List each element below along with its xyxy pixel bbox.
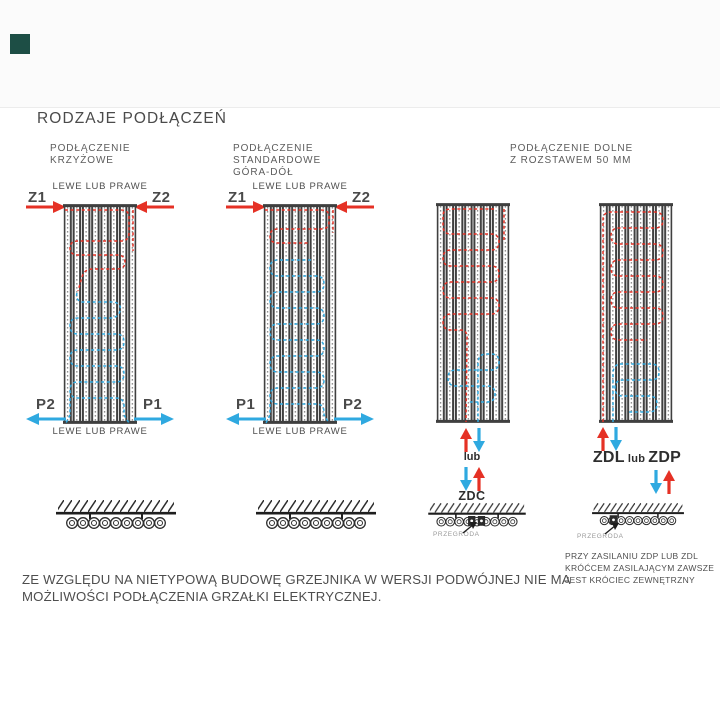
footer-note-line: ZE WZGLĘDU NA NIETYPOWĄ BUDOWĘ GRZEJNIKA… bbox=[22, 572, 571, 587]
supply-arrow-left-icon bbox=[334, 200, 374, 214]
radiator-diagram-standardowe bbox=[263, 204, 337, 424]
flow-down-arrow-blue-icon bbox=[649, 470, 663, 494]
port-label-z1-d2: Z1 bbox=[228, 189, 247, 206]
supply-arrow-right-icon bbox=[26, 200, 66, 214]
section-label-line: KRZYŻOWE bbox=[50, 155, 114, 166]
port-label-p2-d1: P2 bbox=[36, 396, 56, 413]
top-note-d1: LEWE LUB PRAWE bbox=[52, 181, 148, 192]
footer-note-line: MOŻLIWOŚCI PODŁĄCZENIA GRZAŁKI ELEKTRYCZ… bbox=[22, 588, 382, 604]
section-label-krzyzowe: PODŁĄCZENIE KRZYŻOWE bbox=[50, 143, 130, 167]
page-title: RODZAJE PODŁĄCZEŃ bbox=[37, 110, 228, 127]
flow-down-arrow-blue-icon bbox=[609, 427, 623, 451]
supply-arrow-right-icon bbox=[226, 200, 266, 214]
flow-up-arrow-red-icon bbox=[472, 467, 486, 491]
radiator-diagram-zdl-zdp bbox=[599, 203, 673, 423]
section-label-dolne: PODŁĄCZENIE DOLNE Z ROZSTAWEM 50 MM bbox=[510, 143, 633, 167]
radiator-diagram-dolne-zdc bbox=[436, 203, 510, 423]
top-note-d2: LEWE LUB PRAWE bbox=[252, 181, 348, 192]
flow-down-arrow-blue-icon bbox=[472, 428, 486, 452]
radiator-diagram-krzyzowe bbox=[63, 204, 137, 424]
bottom-note-d2: LEWE LUB PRAWE bbox=[252, 426, 348, 437]
section-label-line: STANDARDOWE bbox=[233, 155, 322, 166]
flow-up-arrow-red-icon bbox=[459, 428, 473, 452]
or-word-d4: lub bbox=[627, 453, 646, 465]
port-label-p1-d2: P1 bbox=[236, 396, 256, 413]
partition-label-d4: PRZEGRODA bbox=[577, 533, 624, 540]
zdl-zdp-note-line: KRÓĆCEM ZASILAJĄCYM ZAWSZE bbox=[565, 563, 715, 573]
port-label-p2-d2: P2 bbox=[343, 396, 363, 413]
port-label-z1-d1: Z1 bbox=[28, 189, 47, 206]
connection-zdp: ZDP bbox=[648, 449, 682, 466]
bottom-note-d1: LEWE LUB PRAWE bbox=[52, 426, 148, 437]
section-label-line: PODŁĄCZENIE DOLNE bbox=[510, 143, 634, 154]
return-arrow-right-icon bbox=[134, 412, 174, 426]
partition-pointer-arrow-icon bbox=[462, 521, 478, 534]
wall-section-graphic-d2 bbox=[256, 500, 376, 532]
top-band bbox=[0, 0, 720, 108]
section-label-line: PODŁĄCZENIE bbox=[233, 143, 314, 154]
return-arrow-left-icon bbox=[26, 412, 66, 426]
flow-up-arrow-red-icon bbox=[596, 427, 610, 451]
wall-section-graphic-d4 bbox=[592, 503, 684, 528]
wall-section-graphic-d3 bbox=[428, 503, 526, 529]
zdl-zdp-note-line: JEST KRÓCIEC ZEWNĘTRZNY bbox=[565, 575, 696, 585]
or-word-d3: lub bbox=[463, 451, 481, 463]
return-arrow-left-icon bbox=[226, 412, 266, 426]
zdl-zdp-note: PRZY ZASILANIU ZDP LUB ZDL KRÓĆCEM ZASIL… bbox=[565, 550, 714, 586]
section-label-line: PODŁĄCZENIE bbox=[50, 143, 131, 154]
partition-pointer-arrow-icon bbox=[604, 522, 620, 535]
zdl-zdp-note-line: PRZY ZASILANIU ZDP LUB ZDL bbox=[565, 551, 699, 561]
flow-down-arrow-blue-icon bbox=[459, 467, 473, 491]
connection-label-zdc: ZDC bbox=[458, 489, 486, 503]
supply-arrow-left-icon bbox=[134, 200, 174, 214]
section-label-standardowe: PODŁĄCZENIE STANDARDOWE GÓRA-DÓŁ bbox=[233, 143, 321, 179]
flow-up-arrow-red-icon bbox=[662, 470, 676, 494]
partition-label-d3: PRZEGRODA bbox=[433, 531, 480, 538]
brand-square bbox=[10, 34, 30, 54]
port-label-z2-d2: Z2 bbox=[352, 189, 371, 206]
section-label-line: GÓRA-DÓŁ bbox=[233, 167, 294, 178]
section-label-line: Z ROZSTAWEM 50 MM bbox=[510, 155, 632, 166]
port-label-z2-d1: Z2 bbox=[152, 189, 171, 206]
connection-label-zdl-zdp: ZDL lub ZDP bbox=[577, 449, 697, 467]
wall-section-graphic-d1 bbox=[56, 500, 176, 532]
port-label-p1-d1: P1 bbox=[143, 396, 163, 413]
connection-zdl: ZDL bbox=[592, 449, 625, 466]
return-arrow-right-icon bbox=[334, 412, 374, 426]
footer-note: ZE WZGLĘDU NA NIETYPOWĄ BUDOWĘ GRZEJNIKA… bbox=[22, 572, 571, 605]
